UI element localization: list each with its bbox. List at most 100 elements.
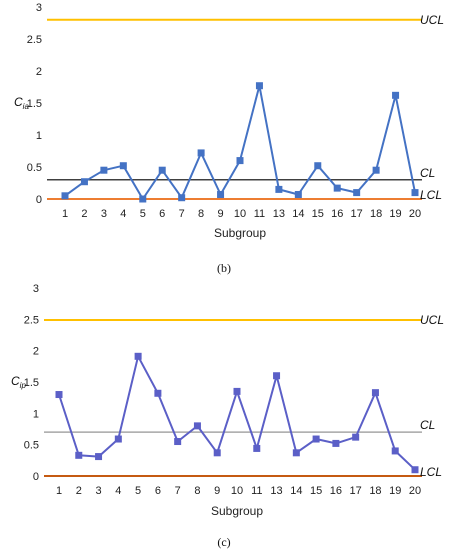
x-tick-label: 1 [62,208,68,220]
data-point [139,195,147,203]
data-point [372,166,380,174]
data-point [158,166,166,174]
x-tick-label: 15 [312,208,324,220]
x-tick-label: 2 [76,485,82,497]
limit-label-cl: CL [420,166,435,180]
data-point [273,372,281,380]
data-point [255,82,263,90]
data-point [236,157,244,165]
data-point [253,444,261,452]
y-tick-label: 3 [33,283,39,295]
data-point [134,352,142,360]
data-point [174,438,182,446]
data-point [80,178,88,186]
limit-label-lcl: LCL [420,465,442,479]
y-axis-label-main: C [11,374,20,388]
y-tick-label: 2 [36,66,42,78]
x-tick-label: 20 [409,485,421,497]
data-point [411,189,419,197]
x-tick-label: 11 [254,208,265,220]
y-tick-label: 3 [36,2,42,14]
x-tick-label: 18 [369,485,381,497]
x-tick-label: 1 [56,485,62,497]
data-point [314,162,322,170]
x-tick-label: 8 [198,208,204,220]
data-point [119,162,127,170]
y-axis-label-subscript: ip [20,381,27,390]
data-point [353,189,361,197]
data-point [411,466,419,474]
data-point [75,451,83,459]
limit-label-ucl: UCL [420,313,444,327]
x-tick-label: 17 [350,485,362,497]
x-tick-label: 9 [214,485,220,497]
y-tick-label: 0.5 [27,162,42,174]
data-point [197,149,205,157]
data-point [100,166,108,174]
x-tick-label: 14 [290,485,302,497]
data-point [213,449,221,457]
chart-panel-b: 0 0.5 1 1.5 2 2.5 3 Cia UCL CL LCL 1 2 3 4 5 6 7 8 9 10 11 13 1… [14,2,444,275]
data-point [217,191,225,199]
y-axis-label-subscript: ia [23,102,30,111]
data-point [391,447,399,455]
data-point [332,439,340,447]
x-tick-label: 17 [351,208,363,220]
x-tick-label: 16 [331,208,343,220]
x-axis-label: Subgroup [211,504,263,518]
series-line [64,84,416,200]
x-tick-label: 13 [270,485,282,497]
x-tick-label: 19 [389,485,401,497]
data-point [114,435,122,443]
x-tick-label: 14 [292,208,304,220]
y-tick-label: 0.5 [24,440,39,452]
figure-caption: (c) [217,535,230,549]
x-tick-label: 20 [409,208,421,220]
y-tick-label: 2.5 [24,314,39,326]
limit-label-cl: CL [420,418,435,432]
x-tick-label: 5 [140,208,146,220]
x-tick-label: 11 [251,485,262,497]
data-point [312,435,320,443]
x-tick-label: 15 [310,485,322,497]
chart-panel-c: 0 0.5 1 1.5 2 2.5 3 Cip UCL CL LCL 1 2 3 4 5 6 7 8 9 10 11 13 1… [11,283,444,549]
x-tick-label: 2 [81,208,87,220]
y-tick-label: 1.5 [27,98,42,110]
data-point [371,389,379,397]
y-tick-label: 0 [36,194,42,206]
x-tick-label: 16 [330,485,342,497]
limit-label-ucl: UCL [420,13,444,27]
x-tick-label: 5 [135,485,141,497]
y-tick-label: 2 [33,346,39,358]
x-tick-label: 8 [194,485,200,497]
x-tick-label: 10 [234,208,246,220]
data-point [392,91,400,99]
x-tick-label: 7 [179,208,185,220]
data-point [193,422,201,430]
data-point [61,192,69,200]
x-tick-label: 6 [155,485,161,497]
y-tick-label: 1 [33,408,39,420]
y-axis-label: Cip [11,374,26,390]
x-axis-label: Subgroup [214,226,266,240]
series-line [58,355,416,471]
data-point [294,191,302,199]
data-point [333,184,341,192]
x-tick-label: 4 [115,485,121,497]
data-point [292,449,300,457]
data-point [55,391,63,399]
data-point [352,433,360,441]
x-tick-label: 3 [101,208,107,220]
data-point [275,185,283,193]
y-axis-label: Cia [14,95,29,111]
y-tick-label: 1.5 [24,377,39,389]
limit-label-lcl: LCL [420,188,442,202]
x-tick-label: 7 [175,485,181,497]
figure-caption: (b) [217,261,231,275]
x-tick-label: 10 [231,485,243,497]
x-tick-label: 6 [159,208,165,220]
data-point [154,389,162,397]
y-tick-label: 2.5 [27,34,42,46]
y-axis-label-main: C [14,95,23,109]
